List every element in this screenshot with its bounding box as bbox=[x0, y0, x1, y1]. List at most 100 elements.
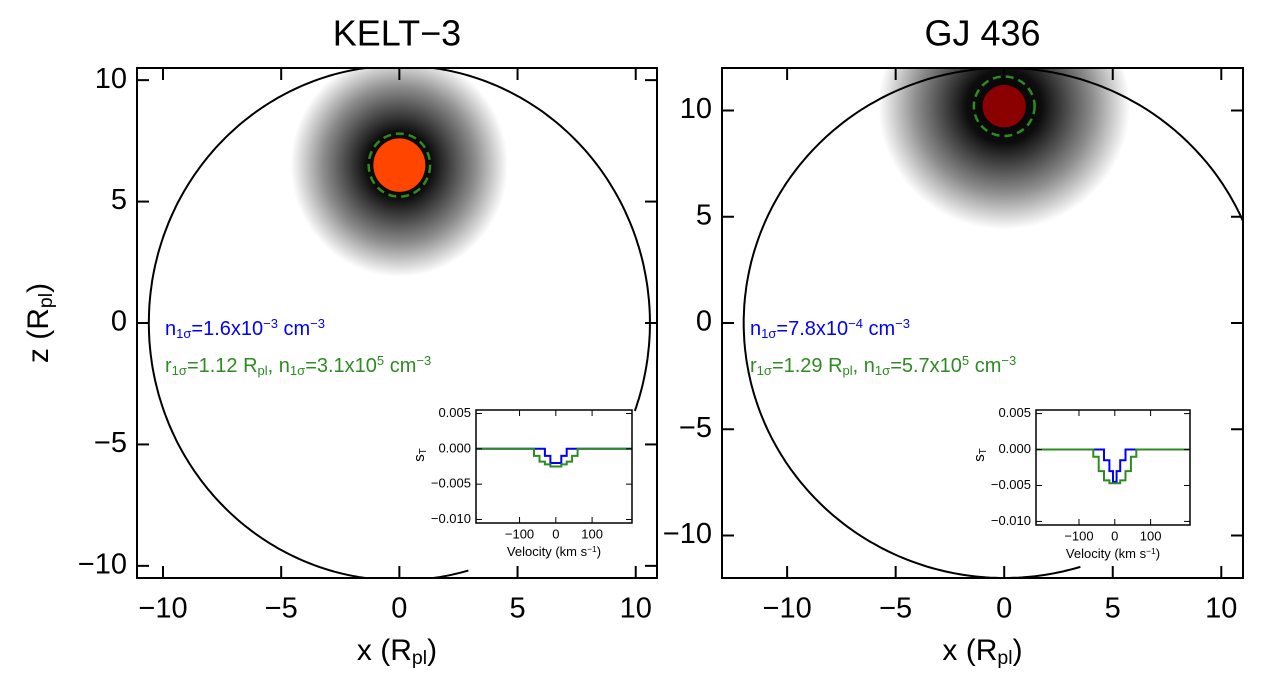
text-part: Velocity (km s bbox=[507, 544, 588, 559]
x-axis-label: x (Rpl) bbox=[357, 634, 437, 669]
text-part: s bbox=[971, 454, 988, 462]
inset-y-label: sT bbox=[971, 448, 989, 462]
text-part: 5 bbox=[962, 353, 969, 368]
y-tick-label: 5 bbox=[696, 199, 712, 231]
text-part: x (R bbox=[942, 634, 997, 667]
text-part: −1 bbox=[1146, 546, 1156, 556]
inset-x-tick-label: 0 bbox=[552, 526, 559, 541]
y-tick-label: −10 bbox=[78, 549, 127, 581]
text-part: , n bbox=[268, 355, 290, 377]
text-part: pl bbox=[412, 647, 427, 669]
cloud bbox=[878, 68, 1131, 230]
inset-y-tick-label: −0.005 bbox=[991, 477, 1031, 492]
text-part: =1.29 R bbox=[772, 355, 843, 377]
y-tick-label: −5 bbox=[679, 412, 712, 444]
text-part: cm bbox=[384, 355, 416, 377]
y-tick-label: −10 bbox=[663, 518, 712, 550]
text-part: =5.7x10 bbox=[890, 355, 962, 377]
x-tick-label: −10 bbox=[763, 593, 812, 625]
inset-line bbox=[1036, 448, 1190, 483]
text-part: n bbox=[165, 318, 176, 340]
y-tick-label: 10 bbox=[680, 93, 712, 125]
planet bbox=[373, 138, 426, 192]
text-part: pl bbox=[35, 293, 57, 308]
inset-x-tick-label: −100 bbox=[505, 526, 534, 541]
text-part: −3 bbox=[416, 353, 431, 368]
text-part: cm bbox=[969, 355, 1001, 377]
text-part: ) bbox=[1156, 546, 1160, 561]
annotation: r1σ=1.12 Rpl, n1σ=3.1x105 cm−3 bbox=[165, 353, 431, 378]
inset-y-tick-label: 0.005 bbox=[438, 405, 471, 420]
text-part: T bbox=[978, 448, 989, 454]
text-part: s bbox=[411, 454, 428, 462]
inset-line bbox=[476, 447, 632, 464]
text-part: 1σ bbox=[290, 363, 305, 378]
text-part: ) bbox=[597, 544, 601, 559]
text-part: pl bbox=[997, 647, 1012, 669]
inset-frame bbox=[1035, 409, 1191, 526]
annotation: n1σ=7.8x10−4 cm−3 bbox=[750, 316, 910, 341]
plot-area bbox=[147, 68, 651, 578]
text-part: n bbox=[750, 318, 761, 340]
inset-y-tick-label: −0.010 bbox=[991, 513, 1031, 528]
text-part: 1σ bbox=[172, 363, 187, 378]
inset-background bbox=[1036, 410, 1190, 525]
y-tick-label: 5 bbox=[111, 184, 127, 216]
text-part: =1.12 R bbox=[187, 355, 258, 377]
text-part: −3 bbox=[895, 316, 910, 331]
text-part: ) bbox=[1013, 634, 1023, 667]
text-part: cm bbox=[863, 318, 895, 340]
inset-x-label: Velocity (km s−1) bbox=[507, 544, 601, 559]
inset-y-tick-label: −0.005 bbox=[431, 476, 471, 491]
inset-x-tick-label: −100 bbox=[1064, 528, 1093, 543]
inset-x-tick-label: 100 bbox=[1140, 528, 1162, 543]
text-part: , n bbox=[853, 355, 875, 377]
text-part: =3.1x10 bbox=[305, 355, 377, 377]
inset-y-tick-label: 0.000 bbox=[438, 440, 471, 455]
annotation: r1σ=1.29 Rpl, n1σ=5.7x105 cm−3 bbox=[750, 353, 1016, 378]
text-part: pl bbox=[258, 363, 268, 378]
text-part: −3 bbox=[263, 316, 278, 331]
text-part: r bbox=[750, 355, 757, 377]
dashed-radius bbox=[367, 132, 432, 198]
inset-x-tick-label: 100 bbox=[581, 526, 603, 541]
x-tick-label: 0 bbox=[391, 593, 407, 625]
y-tick-label: 0 bbox=[696, 306, 712, 338]
inset-y-tick-label: 0.005 bbox=[998, 405, 1031, 420]
x-tick-label: 5 bbox=[509, 593, 525, 625]
text-part: =7.8x10 bbox=[776, 318, 848, 340]
y-tick-label: 0 bbox=[111, 306, 127, 338]
text-part: 1σ bbox=[176, 326, 191, 341]
x-tick-label: −5 bbox=[879, 593, 912, 625]
annotation: n1σ=1.6x10−3 cm−3 bbox=[165, 316, 325, 341]
text-part: r bbox=[165, 355, 172, 377]
text-part: 5 bbox=[377, 353, 384, 368]
inset-frame bbox=[475, 409, 633, 524]
inset-line bbox=[476, 447, 632, 468]
x-tick-label: 5 bbox=[1105, 593, 1121, 625]
x-tick-label: −5 bbox=[265, 593, 298, 625]
text-part: −4 bbox=[848, 316, 863, 331]
text-part: Velocity (km s bbox=[1066, 546, 1147, 561]
x-tick-label: −10 bbox=[138, 593, 187, 625]
y-tick-label: 10 bbox=[95, 63, 127, 95]
text-part: cm bbox=[278, 318, 310, 340]
x-tick-label: 10 bbox=[620, 593, 652, 625]
inset-x-label: Velocity (km s−1) bbox=[1066, 546, 1160, 561]
x-tick-label: 0 bbox=[996, 593, 1012, 625]
chart-title: KELT−3 bbox=[333, 13, 461, 54]
dashed-radius bbox=[972, 75, 1036, 138]
plot-area bbox=[742, 68, 1243, 578]
x-axis-label: x (Rpl) bbox=[942, 634, 1022, 669]
text-part: −3 bbox=[310, 316, 325, 331]
text-part: −1 bbox=[587, 544, 597, 554]
text-part: x (R bbox=[357, 634, 412, 667]
star-limb bbox=[147, 68, 651, 578]
text-part: =1.6x10 bbox=[191, 318, 263, 340]
inset-y-label: sT bbox=[411, 448, 429, 462]
inset-x-tick-label: 0 bbox=[1111, 528, 1118, 543]
x-tick-label: 10 bbox=[1205, 593, 1237, 625]
star-limb bbox=[742, 68, 1243, 578]
chart-title: GJ 436 bbox=[924, 13, 1040, 54]
text-part: 1σ bbox=[761, 326, 776, 341]
